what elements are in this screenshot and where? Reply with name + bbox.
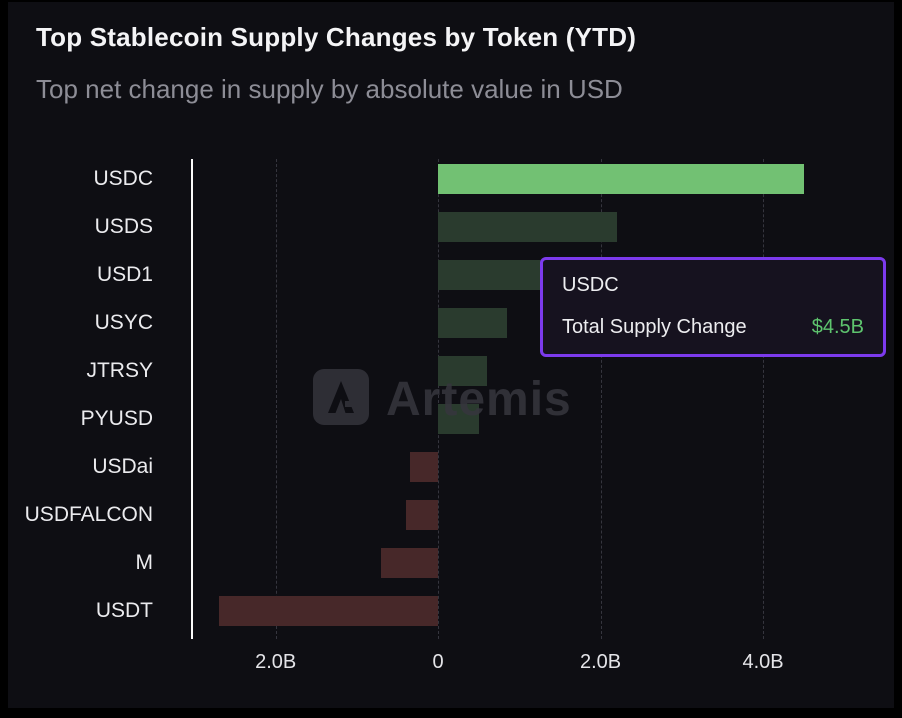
y-axis-label-jtrsy: JTRSY [86,359,153,382]
chart-title: Top Stablecoin Supply Changes by Token (… [36,22,637,52]
x-tick-label: 2.0B [579,651,622,673]
tooltip: USDC Total Supply Change $4.5B [540,257,886,357]
x-tick-label: 2.0B [255,651,297,673]
bar-usds[interactable] [438,212,617,242]
bar-usdfalcon[interactable] [405,500,439,530]
tooltip-row: Total Supply Change $4.5B [562,316,864,339]
bar-m[interactable] [381,548,439,578]
y-axis-label-usd1: USD1 [96,263,153,286]
y-axis-label-pyusd: PYUSD [80,407,153,430]
bar-usd1[interactable] [438,260,544,290]
x-axis-tick-labels: 2.0B 0 2.0B 4.0B [192,651,880,677]
gridline-0 [438,159,440,639]
bar-usdt[interactable] [218,596,439,626]
y-axis-label-usdc: USDC [93,167,153,190]
x-tick-label: 4.0B [742,651,784,673]
bar-jtrsy[interactable] [438,356,487,386]
y-axis-line [191,159,193,639]
y-axis-label-usdt: USDT [95,599,153,622]
y-axis-label-usdai: USDai [92,455,153,478]
gridline-2.0b [275,159,277,639]
x-tick-label: 0 [432,651,444,673]
tooltip-value: $4.5B [811,316,864,338]
bar-usdc[interactable] [438,164,804,194]
bar-usyc[interactable] [438,308,508,338]
chart-panel: Top Stablecoin Supply Changes by Token (… [8,2,894,708]
bar-usdai[interactable] [409,452,439,482]
gridline-4.0b [763,159,765,639]
y-axis-label-usyc: USYC [94,311,153,334]
y-axis-label-m: M [135,551,154,574]
tooltip-metric-label: Total Supply Change [562,316,747,338]
tooltip-token-label: USDC [562,274,619,296]
chart-subtitle: Top net change in supply by absolute val… [36,74,623,104]
artemis-logo-icon [312,368,370,431]
bar-pyusd[interactable] [438,404,479,434]
y-axis-labels: USDC USDS USD1 USYC JTRSY PYUSD USDai USDFALCON… [8,152,153,639]
gridline-2.0b [600,159,602,639]
plot-area: Artemis USDC Total Supply Change $4.5B [191,152,886,639]
y-axis-label-usds: USDS [94,215,153,238]
y-axis-label-usdfalcon: USDFALCON [24,503,153,526]
